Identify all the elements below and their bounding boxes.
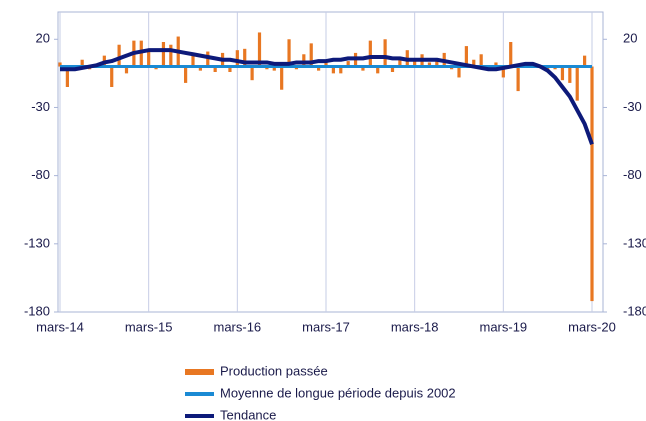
legend-label: Tendance (220, 407, 276, 421)
legend-label: Moyenne de longue période depuis 2002 (220, 385, 456, 400)
bar (235, 50, 239, 67)
bar (243, 48, 247, 67)
y-tick-label: -80 (31, 167, 50, 182)
line (60, 48, 594, 145)
bar (346, 61, 350, 67)
x-tick-label: mars-19 (479, 319, 527, 334)
y2-tick-label: -30 (623, 99, 642, 114)
bar (191, 55, 195, 67)
bar (390, 66, 395, 72)
bar (302, 54, 306, 67)
bar (228, 66, 232, 72)
bar (427, 62, 432, 67)
x-tick-label: mars-20 (568, 319, 616, 334)
bar (361, 66, 365, 71)
bar (398, 59, 402, 67)
bar (272, 66, 276, 71)
x-tick-label: mars-18 (391, 319, 439, 334)
y2-tick-label: -180 (623, 303, 646, 318)
bar (516, 66, 520, 92)
bar (257, 32, 262, 67)
legend-label: Production passée (220, 363, 328, 378)
x-tick-label: mars-16 (213, 319, 261, 334)
x-tick-label: mars-15 (125, 319, 173, 334)
plot-frame (57, 11, 604, 313)
bar (124, 66, 129, 74)
y2-tick-label: -80 (623, 167, 642, 182)
bar (161, 42, 166, 67)
x-tick-label: mars-17 (302, 319, 350, 334)
bar (287, 39, 291, 67)
bar (324, 59, 328, 67)
bar (250, 66, 254, 81)
bar (494, 62, 498, 67)
x-tick-label: mars-14 (36, 319, 84, 334)
y2-tick-label: -130 (623, 235, 646, 250)
y-tick-label: -130 (24, 235, 50, 250)
bar (206, 51, 210, 67)
bar (457, 66, 461, 78)
bar (413, 61, 417, 67)
bar (169, 44, 173, 67)
bar (376, 66, 380, 74)
bar (80, 59, 84, 67)
bar (58, 62, 62, 67)
bar (331, 66, 335, 74)
bar (184, 66, 188, 83)
bar (198, 66, 202, 71)
bar (339, 66, 343, 74)
bar (213, 66, 217, 72)
bar (583, 55, 587, 67)
bar (117, 44, 121, 67)
bar (147, 48, 151, 67)
bar (501, 66, 505, 78)
bar (590, 66, 594, 302)
bar (280, 66, 284, 90)
bar (575, 66, 579, 101)
bar (560, 66, 565, 81)
bar (309, 43, 313, 67)
y-tick-label: -180 (24, 303, 50, 318)
y2-tick-label: 20 (623, 31, 637, 46)
bar (464, 46, 468, 67)
bar (568, 66, 572, 83)
bar (110, 66, 114, 87)
bar (139, 40, 143, 67)
bar (509, 42, 513, 67)
legend-swatch (185, 369, 214, 375)
bar (479, 54, 483, 67)
bar (317, 66, 321, 71)
y-tick-label: 20 (36, 31, 50, 46)
bar (435, 61, 439, 67)
bar (368, 40, 372, 67)
y-tick-label: -30 (31, 99, 50, 114)
bar (472, 59, 476, 67)
bar (383, 39, 387, 67)
bar (65, 66, 69, 87)
